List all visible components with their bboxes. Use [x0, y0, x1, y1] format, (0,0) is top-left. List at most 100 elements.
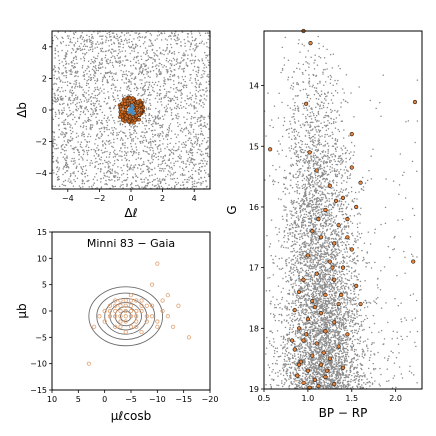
field-star	[130, 151, 133, 153]
pm-point	[155, 319, 160, 324]
field-star-cmd	[335, 337, 337, 339]
field-star-cmd	[384, 206, 387, 209]
field-star	[194, 122, 196, 125]
field-star	[195, 97, 197, 100]
density-contours	[88, 286, 164, 347]
field-star	[107, 163, 109, 165]
field-star-cmd	[271, 371, 273, 373]
field-star-cmd	[313, 152, 315, 154]
field-star-cmd	[342, 145, 345, 147]
field-star	[184, 75, 187, 78]
field-star-cmd	[328, 375, 331, 378]
field-star-cmd	[378, 383, 380, 385]
field-star	[67, 37, 70, 39]
field-star	[71, 71, 73, 73]
field-star	[116, 54, 118, 57]
field-star	[109, 36, 111, 38]
field-star	[113, 126, 116, 129]
field-star	[145, 177, 147, 179]
field-star-cmd	[346, 101, 349, 104]
field-star	[86, 79, 88, 82]
field-star	[173, 172, 175, 174]
field-star	[73, 75, 76, 78]
field-star-cmd	[303, 258, 305, 261]
field-star	[169, 75, 171, 78]
field-star	[197, 117, 199, 119]
field-star-cmd	[330, 213, 332, 216]
field-star-cmd	[344, 379, 346, 381]
field-star	[82, 89, 84, 91]
field-star-cmd	[322, 384, 325, 387]
field-star	[81, 64, 84, 67]
field-star-cmd	[274, 347, 277, 349]
field-star	[204, 160, 206, 162]
field-star	[101, 57, 103, 60]
field-star	[164, 178, 166, 180]
field-star	[119, 186, 122, 188]
field-star	[89, 74, 92, 76]
field-star	[95, 172, 98, 175]
field-star	[151, 49, 154, 51]
field-star	[64, 171, 66, 174]
field-star	[155, 73, 158, 75]
field-star	[145, 165, 148, 167]
field-star	[119, 89, 121, 92]
field-star-cmd	[294, 358, 297, 360]
field-star	[77, 141, 79, 143]
field-star-cmd	[280, 198, 282, 201]
field-star	[134, 164, 137, 166]
field-star	[112, 96, 115, 98]
field-star	[92, 111, 94, 114]
field-star	[154, 178, 156, 181]
field-star-cmd	[312, 242, 315, 244]
field-star	[137, 51, 139, 54]
field-star	[83, 73, 86, 76]
field-star-cmd	[285, 371, 287, 373]
field-star-cmd	[332, 182, 335, 184]
field-star	[127, 166, 129, 168]
field-star-cmd	[310, 274, 313, 276]
field-star	[93, 74, 95, 76]
field-star	[186, 178, 189, 181]
field-star	[160, 185, 163, 188]
field-star	[116, 179, 119, 181]
field-star	[161, 187, 164, 189]
field-star	[200, 169, 202, 172]
field-star	[145, 31, 147, 34]
field-star	[70, 124, 72, 126]
field-star	[197, 137, 200, 139]
field-star	[208, 32, 210, 35]
field-star	[76, 37, 79, 40]
field-star	[191, 169, 193, 172]
field-star	[168, 130, 170, 132]
field-star	[160, 181, 162, 184]
field-star	[57, 70, 60, 73]
field-star	[194, 77, 197, 80]
field-star-cmd	[326, 297, 329, 299]
field-star	[156, 148, 159, 150]
field-star	[193, 142, 196, 144]
field-star	[107, 71, 110, 74]
field-star	[192, 167, 194, 169]
field-star	[117, 94, 119, 96]
field-star	[87, 120, 90, 122]
field-star	[200, 83, 202, 86]
field-star-cmd	[318, 120, 320, 122]
field-star	[117, 120, 119, 123]
member-star	[141, 105, 146, 110]
field-star	[147, 108, 150, 110]
pm-point	[128, 308, 134, 314]
field-star	[159, 73, 162, 76]
field-star	[122, 183, 124, 186]
field-star	[189, 147, 192, 150]
field-star	[148, 117, 151, 120]
field-star	[174, 171, 177, 174]
field-star	[74, 159, 76, 162]
field-star	[54, 185, 56, 188]
field-star	[177, 182, 180, 184]
field-star	[162, 66, 164, 68]
field-star	[203, 67, 205, 69]
field-star	[56, 166, 59, 168]
field-star-cmd	[291, 302, 293, 304]
field-star-cmd	[346, 255, 348, 258]
